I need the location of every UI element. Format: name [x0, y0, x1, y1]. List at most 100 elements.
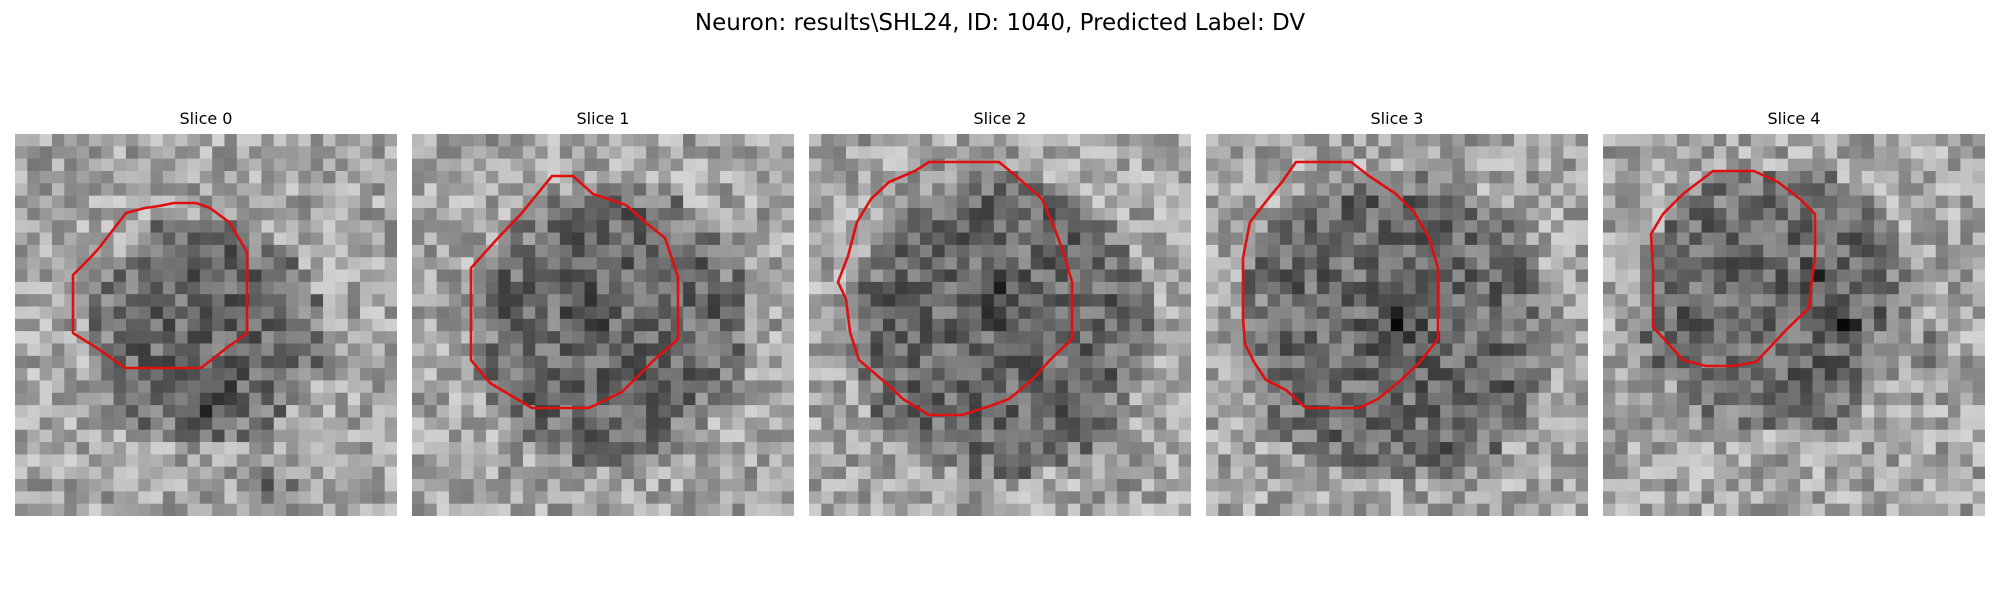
pixel-cell	[559, 158, 573, 172]
pixel-cell	[1218, 429, 1232, 443]
pixel-cell	[981, 466, 995, 480]
pixel-cell	[273, 331, 287, 345]
pixel-cell	[1378, 294, 1392, 308]
pixel-cell	[1501, 429, 1515, 443]
pixel-cell	[473, 380, 487, 394]
pixel-cell	[919, 466, 933, 480]
pixel-cell	[1972, 392, 1985, 406]
pixel-cell	[821, 134, 835, 147]
pixel-cell	[310, 269, 324, 283]
pixel-cell	[1353, 146, 1367, 160]
pixel-cell	[15, 454, 28, 468]
pixel-cell	[609, 269, 623, 283]
pixel-cell	[1415, 281, 1429, 295]
pixel-cell	[113, 491, 127, 505]
pixel-cell	[461, 134, 475, 147]
pixel-cell	[1067, 183, 1081, 197]
pixel-cell	[596, 306, 610, 320]
pixel-cell	[15, 392, 28, 406]
pixel-cell	[882, 244, 896, 258]
pixel-cell	[224, 195, 238, 209]
pixel-cell	[1006, 380, 1020, 394]
pixel-cell	[956, 429, 970, 443]
pixel-cell	[1837, 318, 1851, 332]
pixel-cell	[1886, 491, 1900, 505]
pixel-cell	[1166, 429, 1180, 443]
pixel-cell	[1750, 454, 1764, 468]
pixel-cell	[1960, 491, 1974, 505]
pixel-cell	[732, 355, 746, 369]
slice-image	[809, 134, 1191, 516]
pixel-cell	[1886, 355, 1900, 369]
pixel-cell	[1464, 392, 1478, 406]
pixel-cell	[1639, 306, 1653, 320]
pixel-cell	[1104, 466, 1118, 480]
pixel-cell	[559, 207, 573, 221]
pixel-cell	[1030, 392, 1044, 406]
pixel-cell	[969, 429, 983, 443]
pixel-cell	[15, 442, 28, 455]
pixel-cell	[162, 158, 176, 172]
pixel-cell	[1800, 429, 1814, 443]
pixel-cell	[1738, 318, 1752, 332]
pixel-cell	[695, 170, 709, 184]
pixel-cell	[1787, 454, 1801, 468]
pixel-cell	[1366, 257, 1380, 271]
pixel-cell	[1615, 195, 1629, 209]
pixel-cell	[1763, 380, 1777, 394]
pixel-cell	[1378, 306, 1392, 320]
pixel-cell	[1218, 392, 1232, 406]
pixel-cell	[907, 503, 921, 516]
pixel-cell	[1948, 355, 1961, 369]
pixel-cell	[981, 170, 995, 184]
pixel-cell	[101, 269, 115, 283]
pixel-cell	[1230, 195, 1244, 209]
pixel-cell	[1129, 417, 1143, 431]
pixel-cell	[833, 442, 847, 455]
pixel-cell	[1812, 392, 1826, 406]
pixel-cell	[1787, 207, 1801, 221]
pixel-cell	[1713, 503, 1727, 516]
pixel-cell	[1018, 331, 1032, 345]
pixel-cell	[1018, 343, 1032, 357]
pixel-cell	[584, 220, 598, 234]
pixel-cell	[1316, 442, 1330, 455]
pixel-cell	[1652, 281, 1666, 295]
pixel-cell	[436, 257, 450, 271]
pixel-cell	[1615, 454, 1629, 468]
pixel-cell	[236, 355, 250, 369]
pixel-cell	[658, 442, 672, 455]
pixel-cell	[670, 134, 684, 147]
pixel-cell	[1575, 331, 1588, 345]
pixel-cell	[781, 442, 794, 455]
pixel-cell	[448, 134, 462, 147]
pixel-cell	[1713, 207, 1727, 221]
pixel-cell	[769, 380, 783, 394]
pixel-cell	[1948, 331, 1961, 345]
pixel-cell	[683, 294, 697, 308]
pixel-cell	[249, 355, 263, 369]
pixel-cell	[572, 158, 586, 172]
pixel-cell	[1292, 429, 1306, 443]
pixel-cell	[1812, 429, 1826, 443]
pixel-cell	[1849, 479, 1863, 492]
pixel-cell	[1575, 503, 1588, 516]
pixel-cell	[646, 417, 660, 431]
pixel-cell	[261, 257, 275, 271]
pixel-cell	[412, 257, 425, 271]
pixel-cell	[769, 368, 783, 382]
pixel-cell	[1911, 146, 1924, 160]
pixel-cell	[485, 318, 499, 332]
pixel-cell	[781, 269, 794, 283]
pixel-cell	[833, 244, 847, 258]
pixel-cell	[1551, 306, 1564, 320]
pixel-cell	[224, 479, 238, 492]
pixel-cell	[993, 331, 1007, 345]
pixel-cell	[212, 405, 226, 419]
pixel-cell	[757, 466, 770, 480]
pixel-cell	[436, 380, 450, 394]
pixel-cell	[1960, 134, 1974, 147]
pixel-cell	[809, 146, 822, 160]
pixel-cell	[695, 392, 709, 406]
pixel-cell	[882, 479, 896, 492]
